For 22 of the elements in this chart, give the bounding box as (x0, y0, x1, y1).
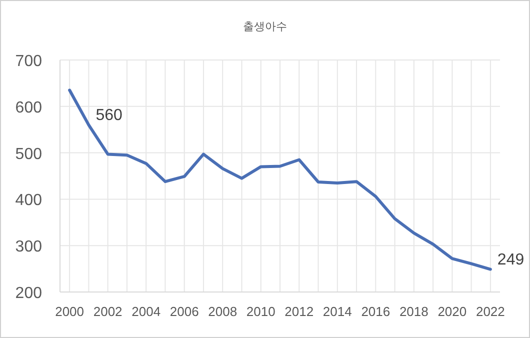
x-tick-label: 2002 (93, 304, 122, 319)
y-tick-label: 200 (15, 285, 42, 302)
y-tick-label: 300 (15, 238, 42, 256)
x-tick-label: 2008 (208, 304, 238, 319)
x-tick-label: 2014 (322, 304, 352, 319)
y-tick-label: 700 (15, 53, 42, 70)
chart-title: 출생아수 (243, 21, 287, 33)
x-tick-label: 2006 (170, 304, 199, 319)
x-tick-label: 2000 (55, 304, 84, 319)
x-tick-label: 2004 (132, 304, 161, 319)
data-label: 560 (96, 106, 122, 124)
x-tick-label: 2012 (284, 304, 314, 319)
line-series (68, 88, 492, 271)
y-tick-label: 400 (15, 192, 42, 210)
data-label: 249 (497, 251, 524, 268)
y-tick-label: 600 (15, 99, 42, 116)
x-tick-label: 2010 (246, 304, 276, 319)
x-tick-label: 2020 (438, 304, 467, 319)
x-tick-label: 2022 (476, 304, 505, 319)
x-tick-label: 2016 (361, 304, 390, 319)
x-tick-label: 2018 (399, 304, 428, 319)
y-tick-label: 500 (15, 146, 42, 163)
